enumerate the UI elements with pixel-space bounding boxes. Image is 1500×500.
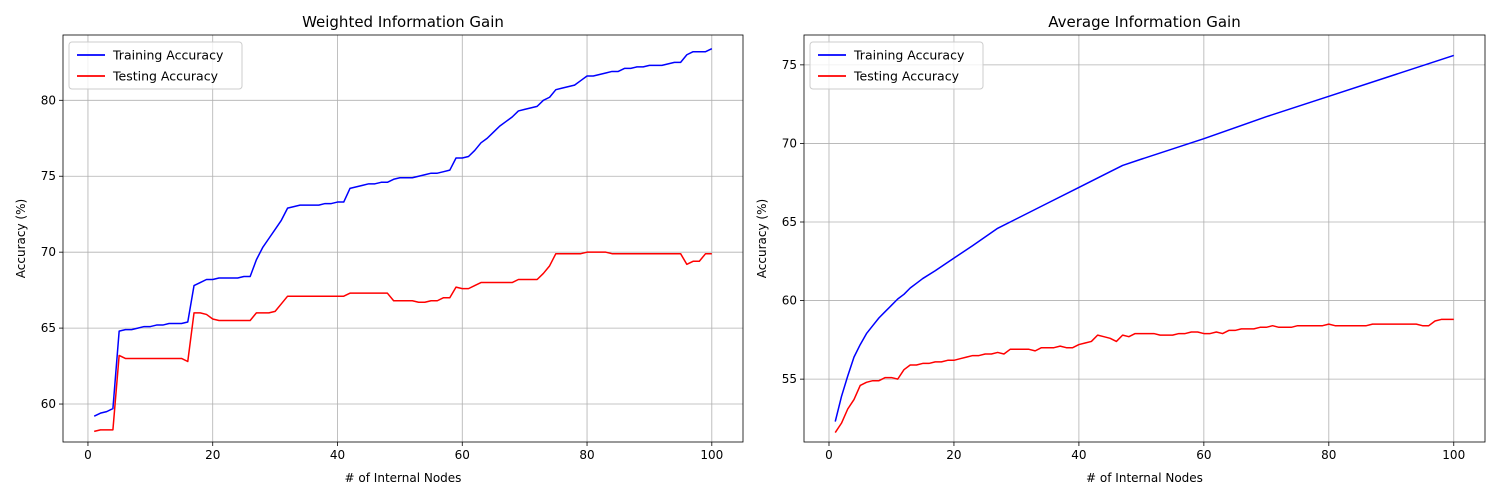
y-tick-label: 65 [782, 215, 797, 229]
chart-panel-1: 0 20 40 60 80 100 60 65 70 75 80 Weighted Informati… [14, 13, 744, 485]
x-tick-label: 80 [579, 448, 594, 462]
legend: Training Accuracy Testing Accuracy [68, 41, 243, 90]
y-axis-label: Accuracy (%) [14, 199, 28, 278]
y-tick-label: 60 [782, 294, 797, 308]
legend-label: Testing Accuracy [853, 69, 960, 84]
y-axis-label: Accuracy (%) [755, 199, 769, 278]
legend-label: Testing Accuracy [112, 69, 219, 84]
series-line-testing [834, 318, 1454, 433]
chart-title: Weighted Information Gain [302, 13, 504, 31]
y-tick-label: 75 [41, 169, 56, 183]
x-tick-label: 60 [455, 448, 470, 462]
chart-panel-2: 0 20 40 60 80 100 55 60 65 70 75 Average Informatio… [755, 13, 1486, 485]
y-tick-label: 75 [782, 58, 797, 72]
y-tick-label: 60 [41, 397, 56, 411]
y-tick-label: 55 [782, 372, 797, 386]
y-tick-label: 70 [782, 136, 797, 150]
x-axis-label: # of Internal Nodes [1086, 471, 1203, 485]
series-line-training [93, 47, 713, 417]
legend-label: Training Accuracy [853, 48, 965, 63]
y-tick-label: 80 [41, 93, 56, 107]
x-tick-label: 100 [700, 448, 723, 462]
y-tick-label: 65 [41, 321, 56, 335]
x-tick-label: 0 [825, 448, 833, 462]
x-tick-label: 40 [1071, 448, 1086, 462]
x-tick-label: 40 [330, 448, 345, 462]
chart-title: Average Information Gain [1048, 13, 1240, 31]
legend-label: Training Accuracy [112, 48, 224, 63]
x-axis-label: # of Internal Nodes [345, 471, 462, 485]
x-tick-label: 20 [946, 448, 961, 462]
legend-box [68, 41, 243, 90]
y-tick-label: 70 [41, 245, 56, 259]
series-line-testing [94, 251, 712, 433]
legend-box [809, 41, 984, 90]
x-tick-label: 60 [1196, 448, 1211, 462]
x-tick-label: 20 [205, 448, 220, 462]
series-line-training [834, 54, 1454, 422]
axes-frame [62, 34, 744, 443]
legend: Training Accuracy Testing Accuracy [809, 41, 984, 90]
x-tick-label: 80 [1321, 448, 1336, 462]
axes-frame [803, 34, 1486, 443]
x-tick-label: 100 [1442, 448, 1465, 462]
x-tick-label: 0 [84, 448, 92, 462]
